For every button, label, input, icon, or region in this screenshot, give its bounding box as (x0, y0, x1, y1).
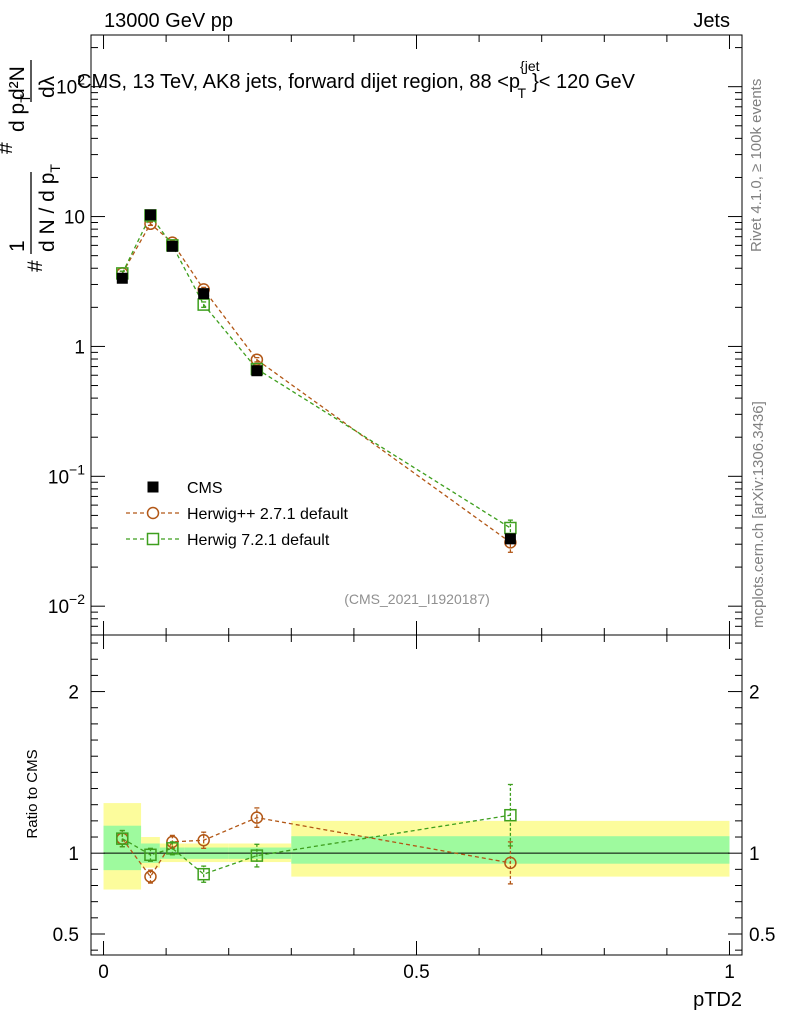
plot-title-suffix: }< 120 GeV (532, 71, 636, 93)
y-tick-label: 102 (56, 72, 85, 99)
ratio-point-herwig7 (504, 808, 517, 822)
data-point-cms (251, 365, 263, 377)
svg-text:d N / d pT: d N / d pT (36, 164, 63, 252)
x-tick-label: 0 (98, 962, 109, 983)
main-tick-labels: 10−2 10−1 1 10 102 (48, 72, 85, 619)
svg-text:#: # (0, 142, 17, 154)
svg-text:1: 1 (6, 240, 29, 252)
ratio-axis-ticks (91, 635, 742, 955)
ylabel-hash: # (24, 260, 47, 272)
ratio-stat-band (103, 825, 142, 871)
ylabel-dlambda: dλ (36, 75, 59, 98)
category-label: Jets (693, 10, 730, 32)
y-axis-label: # 1 d N / d pT # d pT d²N dλ (0, 60, 63, 272)
ratio-point-herwigpp (250, 811, 264, 824)
ylabel-dp-sub: T (17, 94, 33, 103)
legend-marker-herwigpp (146, 506, 160, 520)
svg-text:d pT: d pT (6, 94, 33, 132)
main-axis-ticks (91, 35, 742, 636)
energy-label: 13000 GeV pp (104, 10, 233, 32)
rivet-label: Rivet 4.1.0, ≥ 100k events (748, 79, 765, 252)
mcplots-label: mcplots.cern.ch [arXiv:1306.3436] (750, 401, 767, 628)
data-point-cms (116, 272, 128, 284)
legend-label-cms: CMS (187, 480, 223, 497)
ratio-tick-labels: 0.5 0.5 1 1 2 2 (53, 683, 776, 946)
svg-text:#: # (24, 260, 47, 272)
y-tick-label: 10 (64, 208, 85, 229)
x-axis-label: pTD2 (693, 989, 742, 1011)
x-tick-label: 1 (724, 962, 735, 983)
legend-label-herwigpp: Herwig++ 2.7.1 default (187, 506, 349, 523)
ylabel-hash2: # (0, 142, 17, 154)
ratio-tick-label-right: 1 (749, 844, 760, 865)
ratio-point-herwig7 (144, 848, 157, 862)
legend-marker-herwig7 (146, 532, 160, 546)
ratio-point-herwig7 (197, 867, 210, 881)
series-line-herwig7 (121, 214, 511, 529)
svg-text:d²N: d²N (6, 66, 29, 100)
data-point-cms (144, 209, 156, 221)
ratio-line-herwigpp (121, 816, 511, 878)
analysis-label: (CMS_2021_I1920187) (344, 591, 490, 607)
ratio-point-herwig7 (116, 832, 129, 845)
x-tick-label: 0.5 (403, 962, 429, 983)
data-point-cms (198, 288, 210, 300)
ratio-point-herwigpp (144, 870, 157, 883)
series-line-herwigpp (121, 222, 511, 543)
ylabel-one: 1 (6, 240, 29, 252)
main-series (116, 209, 517, 553)
ratio-point-herwigpp (504, 856, 517, 870)
y-tick-label: 10−1 (48, 461, 85, 488)
plot-title-sub: T (518, 85, 527, 101)
y-tick-label: 10−2 (48, 591, 85, 618)
ratio-series (116, 783, 517, 885)
svg-text:dλ: dλ (36, 75, 59, 98)
data-point-cms (504, 533, 516, 545)
data-point-cms (166, 240, 178, 252)
ratio-plot-frame (90, 634, 743, 956)
legend-marker-cms (147, 481, 159, 493)
ratio-tick-label-right: 0.5 (749, 925, 775, 946)
ylabel-dn: d N / d p (36, 173, 59, 252)
legend: CMS Herwig++ 2.7.1 default Herwig 7.2.1 … (126, 480, 349, 549)
plot-title: CMS, 13 TeV, AK8 jets, forward dijet reg… (77, 58, 636, 101)
ratio-y-label: Ratio to CMS (24, 749, 41, 838)
plot-title-sup: {jet (520, 58, 540, 74)
ratio-tick-label-left: 0.5 (53, 925, 79, 946)
plot-title-prefix: CMS, 13 TeV, AK8 jets, forward dijet reg… (77, 71, 520, 93)
ratio-point-herwigpp (197, 834, 210, 847)
ratio-tick-label-right: 2 (749, 683, 760, 704)
ratio-tick-label-left: 1 (68, 844, 79, 865)
data-point-herwigpp (250, 353, 264, 366)
ratio-point-herwig7 (166, 842, 179, 855)
x-tick-labels: 0 0.5 1 (98, 962, 735, 983)
y-tick-label: 1 (74, 337, 85, 358)
ratio-tick-label-left: 2 (68, 683, 79, 704)
ratio-point-herwig7 (250, 849, 264, 862)
ylabel-dp: d p (6, 103, 29, 132)
ylabel-dn-sub: T (47, 164, 63, 173)
legend-label-herwig7: Herwig 7.2.1 default (187, 532, 330, 549)
ylabel-d2n: d²N (6, 66, 29, 100)
